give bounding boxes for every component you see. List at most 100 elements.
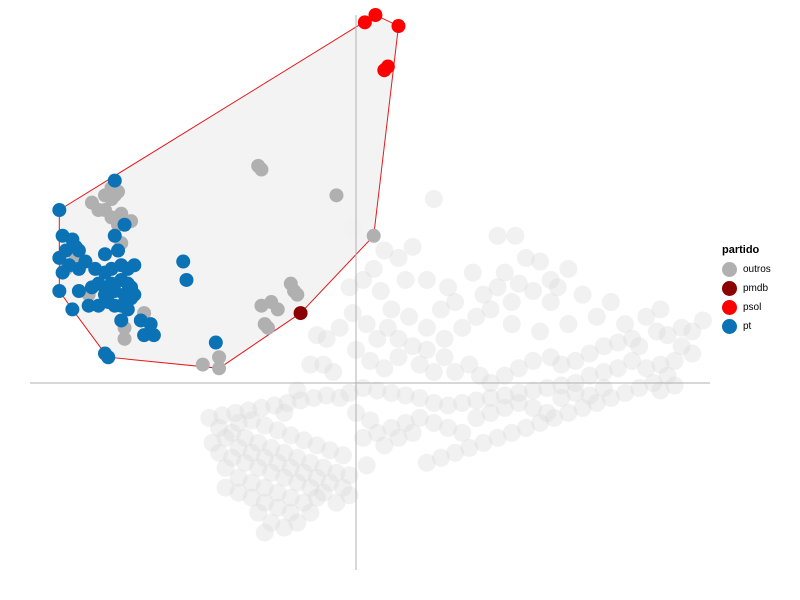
background-point: [340, 486, 359, 505]
background-point: [242, 411, 261, 430]
background-point: [255, 493, 274, 512]
background-points-layer: [200, 190, 712, 542]
background-point: [524, 398, 542, 417]
background-point: [460, 438, 479, 457]
background-point: [229, 438, 248, 457]
background-point: [249, 503, 268, 522]
background-point: [608, 333, 627, 352]
background-point: [368, 423, 387, 442]
point-pmdb: [293, 306, 308, 321]
point-outros: [111, 184, 126, 199]
background-point: [216, 458, 235, 477]
background-point: [630, 337, 649, 356]
background-point: [382, 383, 401, 402]
point-pt: [179, 272, 194, 287]
background-point: [566, 351, 585, 370]
background-point: [275, 518, 294, 537]
background-point: [665, 351, 684, 370]
background-point: [474, 285, 493, 304]
background-point: [651, 381, 670, 400]
background-point: [236, 453, 255, 472]
point-outros: [270, 302, 285, 317]
background-point: [301, 453, 320, 472]
background-point: [330, 318, 349, 337]
background-point: [268, 453, 287, 472]
background-point: [262, 438, 281, 457]
legend-swatch-psol: [722, 300, 737, 315]
background-point: [275, 403, 294, 422]
background-point: [616, 315, 635, 334]
legend-label-psol: psol: [743, 302, 762, 313]
background-point: [637, 359, 656, 378]
background-point: [545, 408, 564, 427]
legend-item-pmdb: pmdb: [722, 279, 771, 298]
background-point: [541, 293, 560, 312]
background-point: [573, 285, 592, 304]
background-point: [361, 411, 380, 430]
background-point: [301, 478, 320, 497]
background-point: [340, 278, 359, 297]
background-point: [357, 456, 376, 475]
point-pt: [52, 284, 67, 298]
point-pt: [117, 217, 132, 232]
legend-label-pmdb: pmdb: [743, 283, 769, 294]
background-point: [410, 408, 429, 427]
background-point: [587, 307, 606, 326]
point-pt: [107, 228, 122, 243]
background-point: [637, 307, 656, 326]
background-point: [301, 503, 320, 522]
point-psol: [391, 19, 406, 34]
background-point: [509, 359, 528, 378]
point-outros: [91, 203, 106, 218]
background-point: [354, 270, 373, 289]
background-point: [566, 383, 585, 402]
point-pt: [137, 328, 152, 343]
background-point: [594, 337, 613, 356]
background-point: [340, 466, 359, 485]
background-point: [327, 493, 346, 512]
background-point: [467, 408, 486, 427]
background-point: [242, 443, 261, 462]
background-point: [236, 428, 255, 447]
background-point: [594, 362, 613, 381]
background-point: [541, 348, 560, 367]
background-point: [317, 386, 336, 405]
background-point: [524, 351, 542, 370]
background-point: [495, 398, 514, 417]
background-point: [252, 398, 271, 417]
background-point: [403, 337, 422, 356]
background-point: [229, 483, 248, 502]
point-pt: [143, 317, 158, 332]
background-point: [481, 388, 500, 407]
point-psol: [357, 15, 372, 30]
legend-title: partido: [722, 244, 760, 256]
background-point: [304, 388, 323, 407]
background-point: [552, 388, 571, 407]
background-point: [281, 488, 300, 507]
background-point: [375, 241, 394, 260]
background-point: [262, 513, 281, 532]
point-outros: [329, 188, 344, 203]
legend-label-outros: outros: [743, 264, 771, 275]
background-point: [307, 468, 326, 487]
point-outros: [260, 320, 275, 335]
legend-swatch-pmdb: [722, 281, 737, 296]
background-point: [516, 248, 535, 267]
background-point: [288, 381, 307, 400]
background-point: [417, 318, 436, 337]
background-point: [658, 366, 677, 385]
background-point: [587, 393, 606, 412]
background-point: [314, 355, 333, 374]
background-point: [320, 441, 339, 460]
background-point: [538, 403, 557, 422]
background-point: [368, 381, 387, 400]
point-pt: [127, 287, 142, 302]
background-point: [288, 513, 307, 532]
background-point: [333, 478, 352, 497]
legend-item-outros: outros: [722, 260, 771, 279]
background-point: [559, 315, 578, 334]
background-point: [242, 488, 261, 507]
background-point: [268, 421, 287, 440]
background-point: [559, 259, 578, 278]
